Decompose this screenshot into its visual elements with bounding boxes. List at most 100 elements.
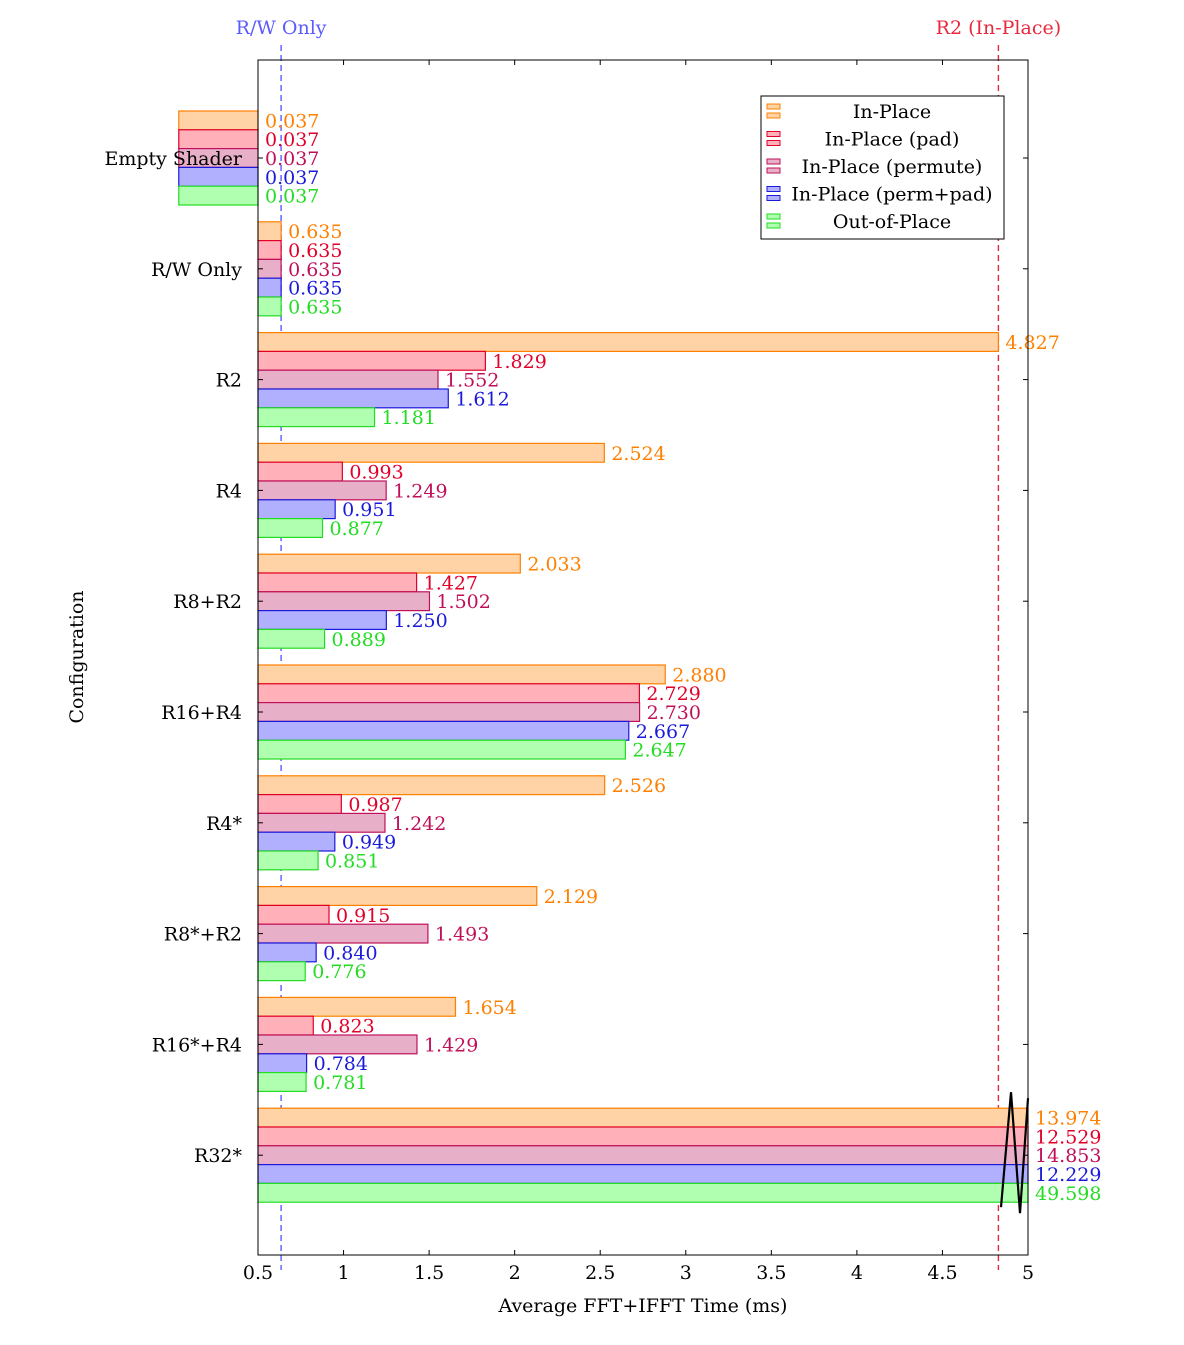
y-axis-label: Configuration: [66, 590, 88, 723]
bar: [257, 683, 641, 704]
bar-value-label: 0.037: [265, 110, 319, 132]
bar-value-label: 0.915: [336, 905, 390, 927]
legend-swatch: [766, 140, 781, 146]
bar-value-label: 2.524: [611, 443, 665, 465]
bar: [257, 1182, 1029, 1203]
bar: [257, 1163, 1029, 1184]
bar-value-label: 2.129: [544, 886, 598, 908]
x-tick-label: 2.5: [585, 1262, 615, 1284]
bar: [257, 332, 999, 353]
bar: [257, 1126, 1029, 1147]
bar: [257, 553, 521, 574]
bar: [257, 775, 606, 796]
reference-line-label: R2 (In-Place): [936, 17, 1062, 39]
bar-value-label: 0.851: [325, 850, 379, 872]
bar-value-label: 0.037: [265, 129, 319, 151]
bar-value-label: 0.949: [342, 832, 396, 854]
legend-label: In-Place (perm+pad): [791, 184, 992, 206]
bar: [257, 499, 336, 520]
bar: [257, 739, 626, 760]
x-tick-label: 1: [338, 1262, 350, 1284]
bar: [257, 388, 449, 409]
bar: [257, 1145, 1029, 1166]
x-tick-label: 1.5: [414, 1262, 444, 1284]
reference-line-label: R/W Only: [236, 17, 327, 39]
legend-label: Out-of-Place: [833, 211, 951, 233]
bar-value-label: 12.529: [1035, 1126, 1101, 1148]
bar: [257, 1071, 307, 1092]
bar-value-label: 12.229: [1035, 1164, 1101, 1186]
legend: In-Place In-Place (pad) In-Place (permute)…: [760, 95, 1005, 240]
bar: [257, 812, 386, 833]
bar-value-label: 0.635: [288, 259, 342, 281]
x-tick-label: 5: [1022, 1262, 1034, 1284]
y-tick-label: R8+R2: [173, 591, 242, 613]
bar-value-label: 49.598: [1035, 1183, 1101, 1205]
bar: [257, 1015, 314, 1036]
bar-value-label: 0.776: [312, 961, 366, 983]
bar: [178, 129, 259, 150]
y-tick-label: R4: [216, 480, 242, 502]
bar-value-label: 1.250: [393, 610, 447, 632]
bar: [257, 480, 387, 501]
legend-label: In-Place (pad): [825, 129, 960, 151]
bar: [257, 1053, 308, 1074]
legend-swatch: [766, 213, 781, 220]
bar: [257, 442, 605, 463]
x-tick-label: 3.5: [756, 1262, 786, 1284]
bar-value-label: 2.880: [672, 664, 726, 686]
bar-value-label: 0.877: [330, 518, 384, 540]
bar: [178, 110, 259, 131]
bar: [257, 517, 324, 538]
legend-swatch: [766, 112, 781, 119]
legend-swatch: [766, 103, 781, 110]
x-tick-label: 2: [509, 1262, 521, 1284]
x-tick-label: 3: [680, 1262, 692, 1284]
bar-value-label: 1.242: [392, 813, 446, 835]
bar: [257, 296, 282, 317]
bar-value-label: 0.635: [288, 221, 342, 243]
y-tick-label: R16*+R4: [152, 1034, 242, 1056]
bar: [178, 166, 259, 187]
bar-value-label: 0.784: [314, 1053, 368, 1075]
bar: [178, 185, 259, 206]
plot-frame: [257, 59, 1029, 1256]
bar-value-label: 1.429: [424, 1034, 478, 1056]
bar: [257, 628, 326, 649]
y-tick-label: R/W Only: [151, 259, 242, 281]
bar: [257, 850, 319, 871]
legend-swatch: [766, 186, 781, 192]
bar: [257, 831, 336, 852]
bar-value-label: 1.654: [462, 997, 516, 1019]
bar: [257, 961, 306, 982]
legend-label: In-Place (permute): [802, 156, 983, 178]
bar: [257, 904, 330, 925]
y-tick-label: R4*: [206, 813, 242, 835]
bar-labels: 0.0370.0370.0370.0370.0370.6350.6350.635…: [265, 110, 1101, 1204]
x-axis: 0.5 1 1.5 2 2.5 3 3.5 4 4.5 5: [243, 60, 1034, 1284]
bar-value-label: 1.612: [455, 388, 509, 410]
legend-label: In-Place: [853, 101, 931, 123]
bar-value-label: 1.829: [492, 351, 546, 373]
x-tick-label: 4: [851, 1262, 863, 1284]
legend-swatch: [766, 131, 781, 137]
bar: [257, 591, 431, 612]
y-axis: Empty Shader R/W Only R2 R4 R8+R2 R16+R4 R4* R8…: [104, 148, 1028, 1167]
bar: [257, 407, 376, 428]
legend-swatch: [766, 167, 781, 174]
y-tick-label: R2: [216, 370, 242, 392]
bar-value-label: 2.033: [527, 554, 581, 576]
bar: [257, 461, 343, 482]
bar-value-label: 1.427: [424, 572, 478, 594]
x-axis-label: Average FFT+IFFT Time (ms): [498, 1295, 788, 1317]
legend-box: [760, 95, 1005, 240]
bar-value-label: 0.889: [332, 629, 386, 651]
legend-swatch: [766, 158, 781, 165]
bar: [257, 793, 342, 814]
bar: [257, 1107, 1029, 1128]
bar-value-label: 0.635: [288, 296, 342, 318]
y-tick-label: R32*: [194, 1145, 242, 1167]
x-tick-label: 4.5: [927, 1262, 957, 1284]
bar-value-label: 13.974: [1035, 1108, 1101, 1130]
